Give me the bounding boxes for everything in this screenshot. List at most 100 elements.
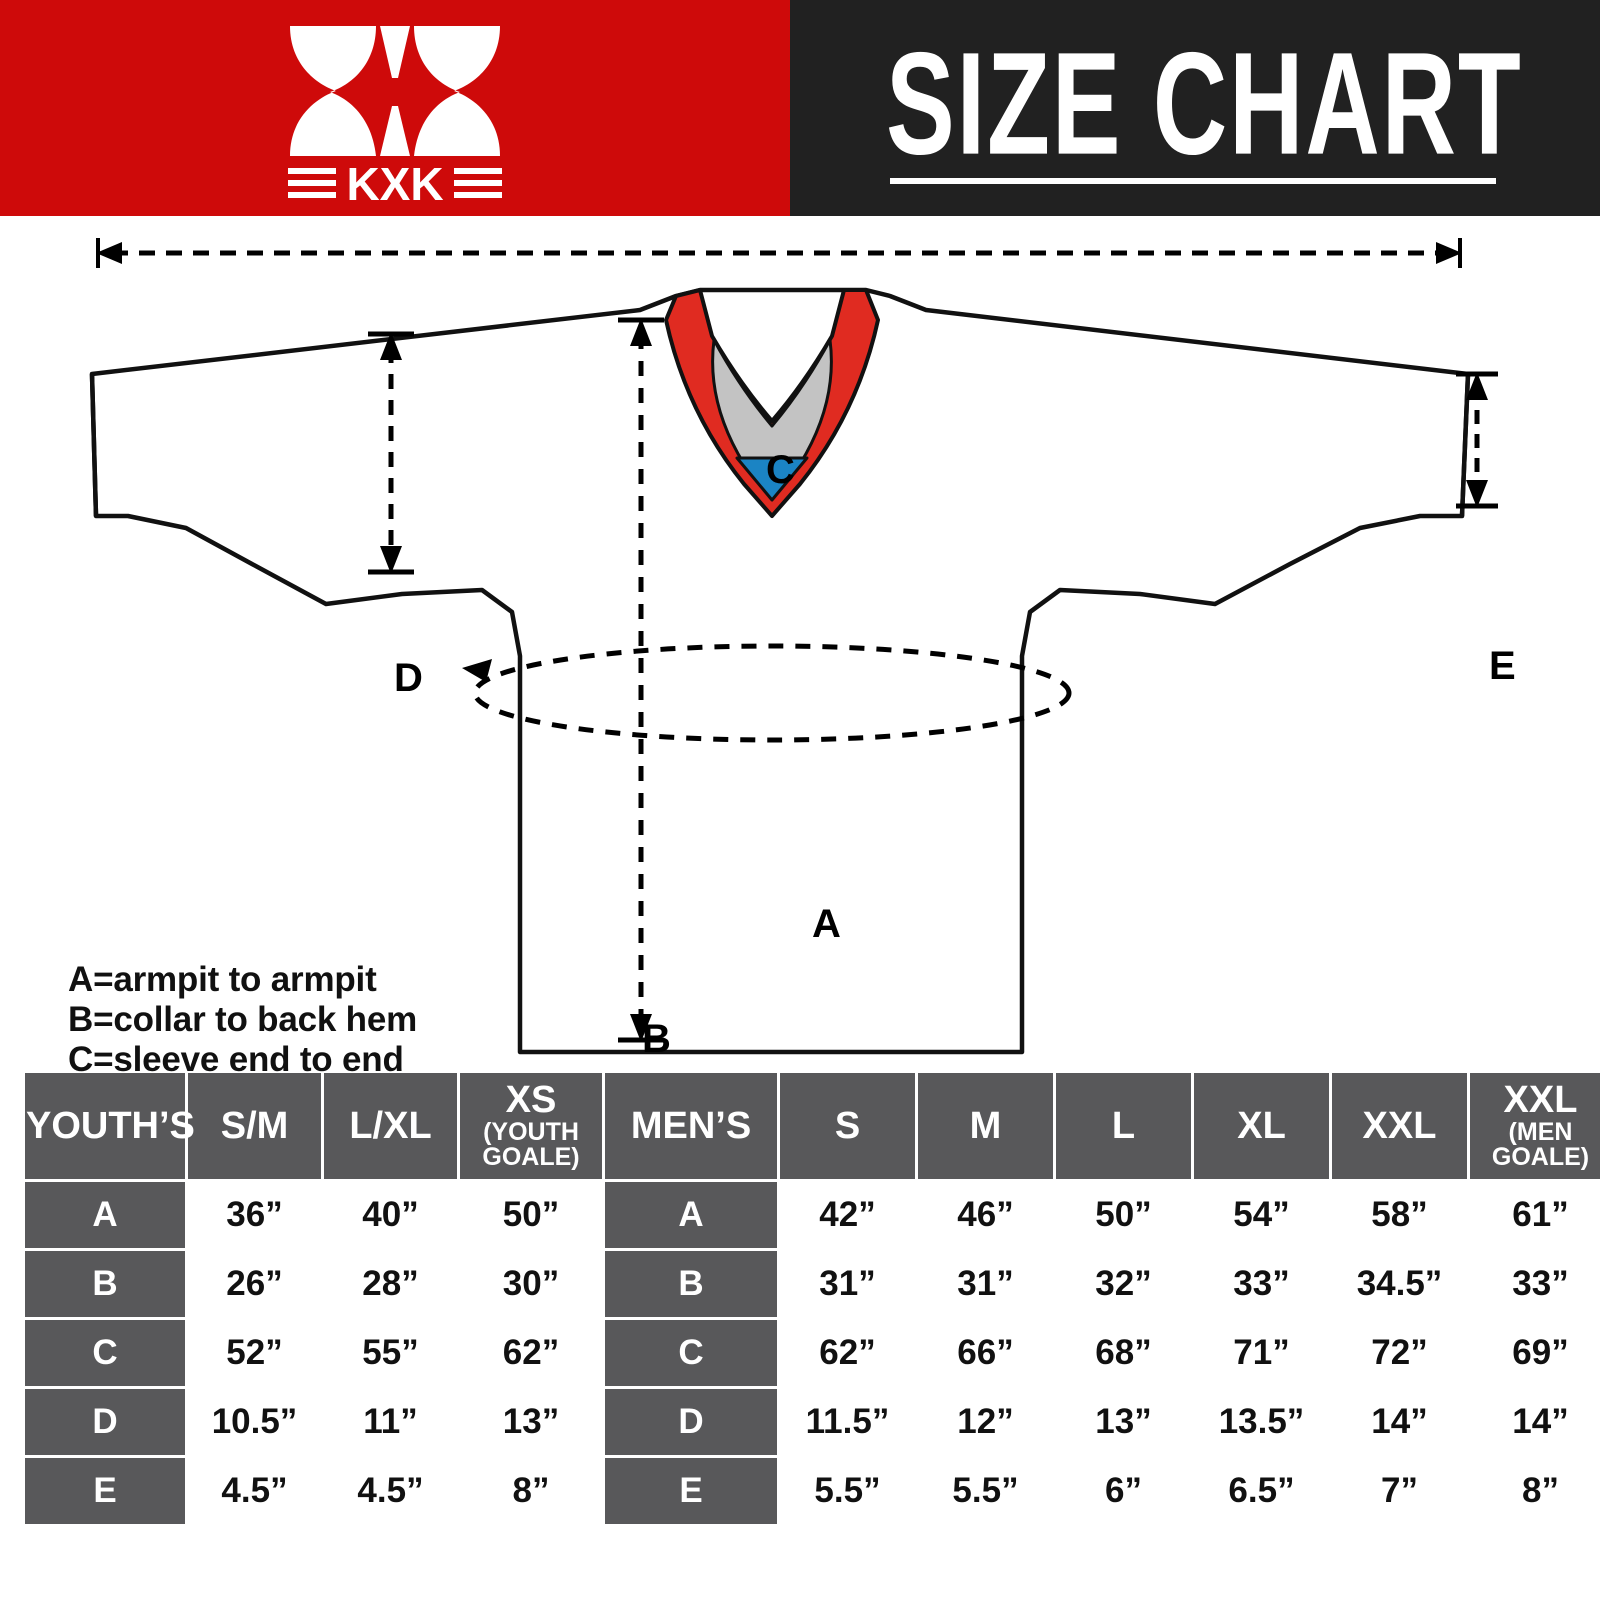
youth-row-label: A (25, 1182, 185, 1248)
page-title-wrap: SIZE CHART (886, 31, 1578, 176)
mens-cell: 31” (780, 1251, 915, 1317)
mens-goalie-header-cell: XXL (MEN GOALE) (1470, 1073, 1600, 1179)
youth-cell: 62” (460, 1320, 602, 1386)
mens-cell: 31” (918, 1251, 1053, 1317)
youth-header-cell: YOUTH’S (25, 1073, 195, 1179)
page-header: KXK SIZE CHART (0, 0, 1600, 216)
jersey-svg (89, 238, 1498, 1055)
mens-cell: 7” (1332, 1458, 1467, 1524)
mens-size-m-cell: M (918, 1073, 1053, 1179)
youth-cell: 40” (324, 1182, 457, 1248)
mens-cell: 33” (1470, 1251, 1600, 1317)
mens-cell: 69” (1470, 1320, 1600, 1386)
jersey-outline (89, 287, 1471, 1055)
table-row: A 36” 40” 50” A 42” 46” 50” 54” 58” 61” (25, 1182, 1600, 1248)
dimension-label-c: C (766, 448, 795, 492)
size-table: YOUTH’S S/M L/XL XS (YOUTH GOALE) MEN’S … (22, 1070, 1600, 1527)
dimension-b-arrowhead-bottom (630, 1014, 652, 1042)
dimension-label-d: D (394, 656, 423, 700)
youth-cell: 50” (460, 1182, 602, 1248)
brand-panel: KXK (0, 0, 790, 216)
measurement-legend: A=armpit to armpit B=collar to back hem … (68, 960, 418, 1159)
dimension-e-arrowhead-bottom (1466, 480, 1488, 508)
mens-cell: 42” (780, 1182, 915, 1248)
mens-cell: 62” (780, 1320, 915, 1386)
mens-cell: 71” (1194, 1320, 1329, 1386)
mens-cell: 12” (918, 1389, 1053, 1455)
youth-cell: 28” (324, 1251, 457, 1317)
dimension-label-b: B (642, 1017, 671, 1061)
mens-cell: 54” (1194, 1182, 1329, 1248)
mens-cell: 46” (918, 1182, 1053, 1248)
youth-cell: 13” (460, 1389, 602, 1455)
dimension-a-arrowhead (462, 659, 492, 682)
mens-goalie-size: XXL (1503, 1079, 1578, 1122)
mens-cell: 8” (1470, 1458, 1600, 1524)
dimension-a-ellipse (472, 643, 1072, 743)
mens-cell: 13” (1056, 1389, 1191, 1455)
title-underline (890, 178, 1496, 184)
youth-size-sm-cell: S/M (188, 1073, 321, 1179)
mens-cell: 68” (1056, 1320, 1191, 1386)
mens-row-label: C (605, 1320, 777, 1386)
youth-cell: 11” (324, 1389, 457, 1455)
mens-cell: 61” (1470, 1182, 1600, 1248)
mens-goalie-note: (MEN GOALE) (1491, 1117, 1590, 1172)
mens-row-label: D (605, 1389, 777, 1455)
youth-cell: 55” (324, 1320, 457, 1386)
dimension-c-arrowhead-right (1436, 242, 1462, 264)
mens-size-s-cell: S (780, 1073, 915, 1179)
youth-cell: 30” (460, 1251, 602, 1317)
youth-cell: 26” (188, 1251, 321, 1317)
youth-row-label: C (25, 1320, 185, 1386)
youth-cell: 52” (188, 1320, 321, 1386)
mens-header-cell: MEN’S (605, 1073, 777, 1179)
mens-cell: 11.5” (780, 1389, 915, 1455)
mens-cell: 66” (918, 1320, 1053, 1386)
youth-row-label: B (25, 1251, 185, 1317)
mens-cell: 72” (1332, 1320, 1467, 1386)
jersey-left-cuff-edge (89, 373, 99, 517)
mens-cell: 14” (1332, 1389, 1467, 1455)
youth-goalie-header-cell: XS (YOUTH GOALE) (460, 1073, 602, 1179)
youth-goalie-size: XS (505, 1079, 557, 1122)
mens-cell: 34.5” (1332, 1251, 1467, 1317)
mens-cell: 6.5” (1194, 1458, 1329, 1524)
mens-cell: 14” (1470, 1389, 1600, 1455)
youth-row-label: D (25, 1389, 185, 1455)
table-header-row: YOUTH’S S/M L/XL XS (YOUTH GOALE) MEN’S … (25, 1073, 1600, 1179)
size-table-wrap: YOUTH’S S/M L/XL XS (YOUTH GOALE) MEN’S … (22, 1070, 1600, 1527)
youth-cell: 8” (460, 1458, 602, 1524)
dimension-c-arrow (96, 238, 1462, 268)
table-row: C 52” 55” 62” C 62” 66” 68” 71” 72” 69” (25, 1320, 1600, 1386)
mens-cell: 58” (1332, 1182, 1467, 1248)
dimension-d-arrowhead-top (380, 332, 402, 360)
mens-size-xl-cell: XL (1194, 1073, 1329, 1179)
mens-row-label: E (605, 1458, 777, 1524)
mens-cell: 5.5” (918, 1458, 1053, 1524)
mens-size-l-cell: L (1056, 1073, 1191, 1179)
table-row: E 4.5” 4.5” 8” E 5.5” 5.5” 6” 6.5” 7” 8” (25, 1458, 1600, 1524)
page-title: SIZE CHART (886, 22, 1523, 185)
mens-size-xxl-cell: XXL (1332, 1073, 1467, 1179)
table-row: D 10.5” 11” 13” D 11.5” 12” 13” 13.5” 14… (25, 1389, 1600, 1455)
youth-cell: 36” (188, 1182, 321, 1248)
brand-wordmark: KXK (346, 158, 443, 204)
youth-cell: 10.5” (188, 1389, 321, 1455)
mens-row-label: A (605, 1182, 777, 1248)
youth-cell: 4.5” (188, 1458, 321, 1524)
youth-row-label: E (25, 1458, 185, 1524)
dimension-c-arrowhead-left (96, 242, 122, 264)
mens-cell: 5.5” (780, 1458, 915, 1524)
youth-goalie-note: (YOUTH GOALE) (482, 1117, 580, 1172)
mens-cell: 50” (1056, 1182, 1191, 1248)
table-row: B 26” 28” 30” B 31” 31” 32” 33” 34.5” 33… (25, 1251, 1600, 1317)
youth-size-lxl-cell: L/XL (324, 1073, 457, 1179)
jersey-diagram: C D E A B A=armpit to armpit B=collar to… (0, 216, 1600, 1159)
mens-cell: 32” (1056, 1251, 1191, 1317)
collar-blue-accent (735, 456, 809, 502)
dimension-b-arrowhead-top (630, 318, 652, 346)
kxk-hourglass-logo-icon: KXK (288, 26, 502, 204)
dimension-label-a: A (812, 902, 841, 946)
dimension-d-arrowhead-bottom (380, 546, 402, 574)
